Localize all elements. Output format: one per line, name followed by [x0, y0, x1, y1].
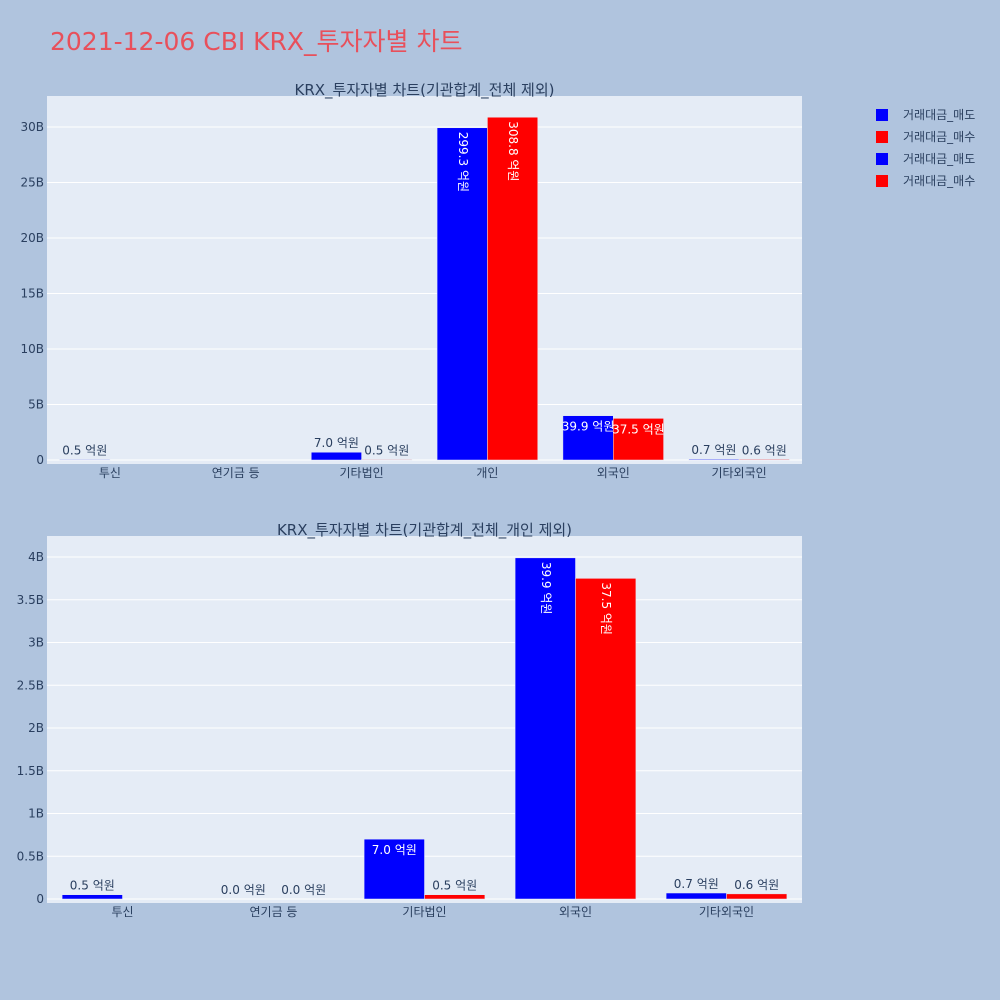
x-tick-label: 개인 — [476, 466, 498, 480]
legend-label[interactable]: 거래대금_매도 — [903, 152, 975, 166]
bar[interactable] — [665, 892, 727, 900]
legend-label[interactable]: 거래대금_매수 — [903, 130, 975, 144]
data-label: 0.6 억원 — [734, 878, 779, 892]
data-label: 39.9 억원 — [562, 420, 615, 434]
legend-swatch[interactable] — [876, 131, 888, 143]
bar[interactable] — [487, 116, 538, 461]
y-tick-label: 20B — [20, 231, 44, 245]
y-tick-label: 3.5B — [17, 593, 44, 607]
x-tick-label: 투신 — [99, 466, 121, 480]
legend-swatch[interactable] — [876, 153, 888, 165]
data-label: 0.0 억원 — [221, 883, 266, 897]
y-tick-label: 30B — [20, 120, 44, 134]
data-label: 0.5 억원 — [62, 443, 107, 457]
data-label: 7.0 억원 — [314, 436, 359, 450]
data-label: 0.0 억원 — [281, 883, 326, 897]
x-tick-label: 외국인 — [597, 466, 630, 480]
data-label: 0.6 억원 — [742, 443, 787, 457]
bar[interactable] — [59, 459, 111, 461]
y-tick-label: 2B — [28, 721, 44, 735]
x-tick-label: 투신 — [111, 905, 133, 919]
data-label: 0.5 억원 — [432, 879, 477, 893]
x-tick-label: 외국인 — [559, 905, 592, 919]
y-tick-label: 1B — [28, 807, 44, 821]
y-tick-label: 15B — [20, 287, 44, 301]
page-title: 2021-12-06 CBI KRX_투자자별 차트 — [50, 27, 463, 56]
data-label: 39.9 억원 — [539, 562, 553, 615]
y-tick-label: 0 — [36, 453, 44, 467]
y-tick-label: 0.5B — [17, 849, 44, 863]
x-tick-label: 연기금 등 — [250, 905, 298, 919]
legend-swatch[interactable] — [876, 109, 888, 121]
data-label: 37.5 억원 — [599, 582, 613, 635]
data-label: 0.7 억원 — [691, 443, 736, 457]
chart-title: KRX_투자자별 차트(기관합계_전체 제외) — [295, 81, 555, 100]
bar[interactable] — [311, 451, 362, 461]
plot-area-0 — [47, 96, 802, 464]
x-tick-label: 연기금 등 — [212, 466, 260, 480]
bar[interactable] — [738, 459, 790, 461]
y-tick-label: 4B — [28, 550, 44, 564]
data-label: 37.5 억원 — [612, 422, 665, 436]
data-label: 0.7 억원 — [674, 877, 719, 891]
bar[interactable] — [363, 838, 425, 900]
y-tick-label: 1.5B — [17, 764, 44, 778]
bar[interactable] — [613, 418, 664, 461]
y-tick-label: 3B — [28, 636, 44, 650]
y-tick-label: 25B — [20, 176, 44, 190]
data-label: 299.3 억원 — [456, 132, 470, 192]
x-tick-label: 기타법인 — [339, 466, 383, 480]
x-tick-label: 기타외국인 — [711, 466, 766, 480]
bar[interactable] — [61, 894, 123, 900]
legend-swatch[interactable] — [876, 175, 888, 187]
legend-label[interactable]: 거래대금_매수 — [903, 174, 975, 188]
bar[interactable] — [688, 458, 740, 461]
bar[interactable] — [575, 578, 637, 900]
data-label: 0.5 억원 — [364, 443, 409, 457]
bar[interactable] — [726, 893, 788, 900]
legend-label[interactable]: 거래대금_매도 — [903, 108, 975, 122]
x-tick-label: 기타법인 — [402, 905, 446, 919]
bar[interactable] — [361, 459, 413, 461]
y-tick-label: 10B — [20, 342, 44, 356]
y-tick-label: 5B — [28, 398, 44, 412]
data-label: 308.8 억원 — [506, 121, 520, 181]
bar[interactable] — [436, 127, 488, 461]
bar[interactable] — [424, 894, 486, 900]
y-tick-label: 0 — [36, 892, 44, 906]
bar[interactable] — [514, 557, 576, 900]
chart-title: KRX_투자자별 차트(기관합계_전체_개인 제외) — [277, 521, 572, 540]
y-tick-label: 2.5B — [17, 678, 44, 692]
x-tick-label: 기타외국인 — [699, 905, 754, 919]
data-label: 7.0 억원 — [372, 843, 417, 857]
bar[interactable] — [562, 415, 614, 461]
data-label: 0.5 억원 — [70, 879, 115, 893]
